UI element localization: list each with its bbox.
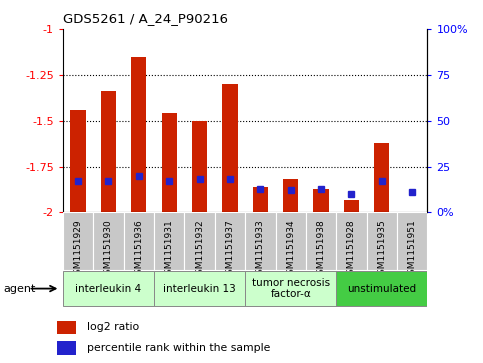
Bar: [57, 341, 76, 355]
Text: tumor necrosis
factor-α: tumor necrosis factor-α: [252, 278, 330, 299]
Bar: [71, 110, 85, 212]
Text: agent: agent: [4, 284, 36, 294]
Text: GSM1151951: GSM1151951: [408, 219, 417, 280]
Bar: [101, 91, 116, 212]
Bar: [161, 113, 177, 212]
Bar: [222, 84, 238, 212]
Text: GDS5261 / A_24_P90216: GDS5261 / A_24_P90216: [63, 12, 228, 25]
Bar: [253, 187, 268, 212]
Text: GSM1151937: GSM1151937: [226, 219, 234, 280]
Text: GSM1151933: GSM1151933: [256, 219, 265, 280]
Text: unstimulated: unstimulated: [347, 284, 416, 294]
Text: GSM1151936: GSM1151936: [134, 219, 143, 280]
Bar: [154, 212, 185, 270]
Bar: [93, 212, 124, 270]
Bar: [283, 179, 298, 212]
Bar: [275, 212, 306, 270]
Text: interleukin 13: interleukin 13: [163, 284, 236, 294]
Text: percentile rank within the sample: percentile rank within the sample: [86, 343, 270, 353]
Text: GSM1151932: GSM1151932: [195, 219, 204, 280]
Text: GSM1151930: GSM1151930: [104, 219, 113, 280]
Bar: [306, 212, 336, 270]
Text: GSM1151938: GSM1151938: [316, 219, 326, 280]
Bar: [344, 200, 359, 212]
Text: GSM1151935: GSM1151935: [377, 219, 386, 280]
Text: GSM1151934: GSM1151934: [286, 219, 295, 280]
Bar: [131, 57, 146, 212]
Bar: [124, 212, 154, 270]
Bar: [245, 212, 275, 270]
Bar: [397, 212, 427, 270]
Bar: [336, 271, 427, 306]
Bar: [185, 212, 215, 270]
Text: GSM1151929: GSM1151929: [73, 219, 83, 280]
Bar: [374, 143, 389, 212]
Text: interleukin 4: interleukin 4: [75, 284, 142, 294]
Bar: [367, 212, 397, 270]
Text: log2 ratio: log2 ratio: [86, 322, 139, 332]
Bar: [192, 121, 207, 212]
Bar: [63, 212, 93, 270]
Text: GSM1151928: GSM1151928: [347, 219, 356, 280]
Bar: [245, 271, 336, 306]
Text: GSM1151931: GSM1151931: [165, 219, 174, 280]
Bar: [313, 188, 329, 212]
Bar: [215, 212, 245, 270]
Bar: [154, 271, 245, 306]
Bar: [57, 321, 76, 334]
Bar: [63, 271, 154, 306]
Bar: [336, 212, 367, 270]
